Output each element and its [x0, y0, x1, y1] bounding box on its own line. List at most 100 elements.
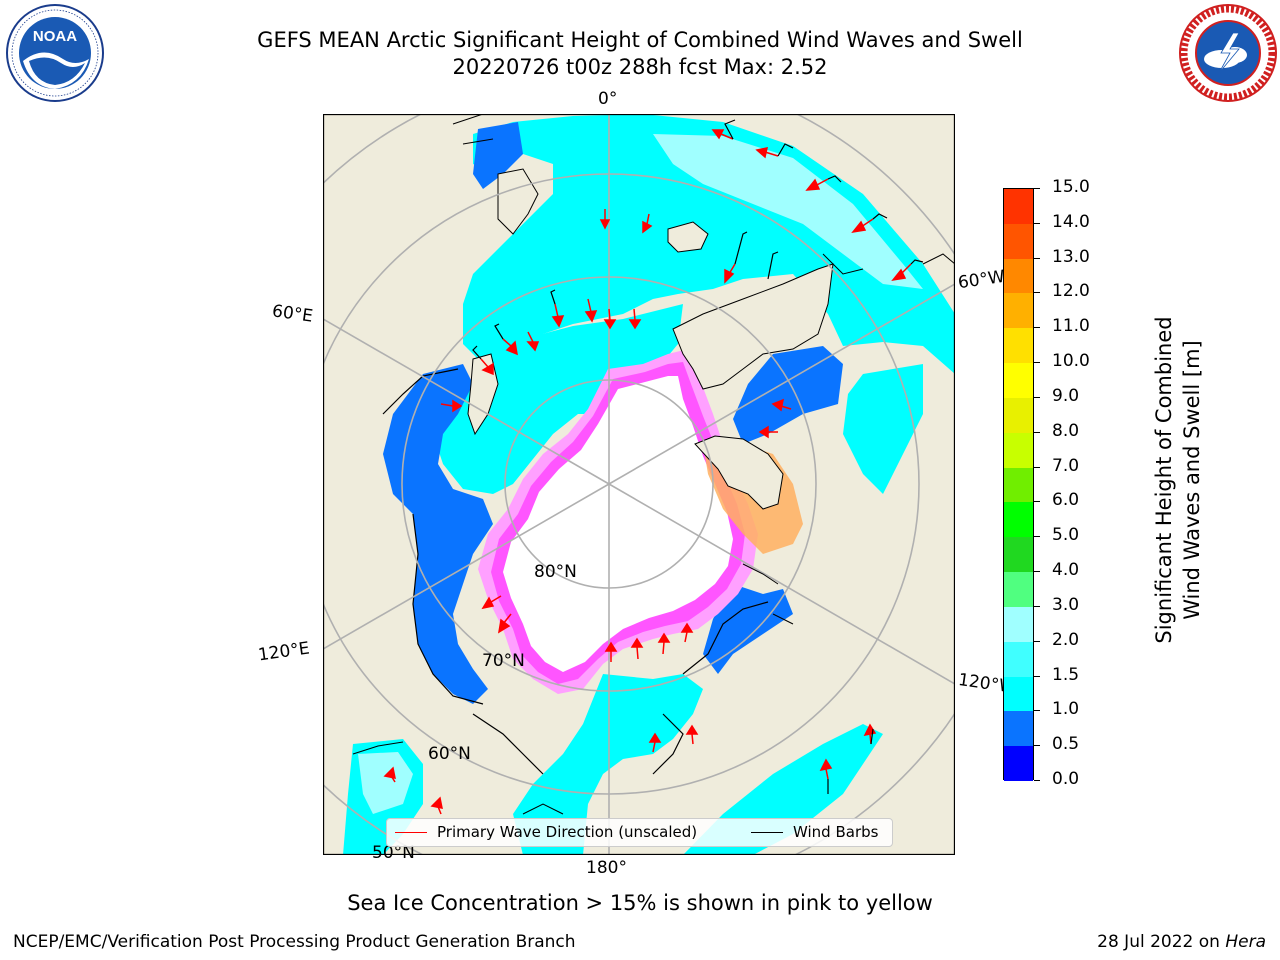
atlantic-light-patch [653, 134, 923, 289]
colorbar-segment [1004, 432, 1033, 468]
lon-label-60e: 60°E [270, 301, 315, 327]
colorbar-tick-label: 3.0 [1052, 594, 1080, 615]
white-sea [473, 122, 523, 189]
colorbar-tick-label: 10.0 [1052, 351, 1090, 372]
chukchi-bering-sea [513, 674, 703, 855]
colorbar-tick-label: 14.0 [1052, 211, 1090, 232]
colorbar-label-line1: Significant Height of Combined [1152, 316, 1176, 644]
colorbar-tick-mark [1034, 257, 1040, 259]
colorbar-segment [1004, 223, 1033, 259]
colorbar-segment [1004, 746, 1033, 781]
sea-ice-interior [503, 376, 733, 672]
hudson-sector [843, 364, 923, 494]
colorbar-segment [1004, 328, 1033, 364]
colorbar [1003, 188, 1034, 781]
colorbar-tick-label: 13.0 [1052, 246, 1090, 267]
svalbard-land [667, 221, 709, 253]
wave-direction-swatch [395, 832, 427, 833]
colorbar-segment [1004, 502, 1033, 538]
lon-label-0: 0° [598, 89, 618, 109]
colorbar-tick-mark [1034, 222, 1040, 224]
colorbar-tick-mark [1034, 362, 1040, 364]
colorbar-tick-label: 0.0 [1052, 769, 1080, 789]
novaya-zemlya-land [467, 353, 499, 436]
colorbar-tick-label: 4.0 [1052, 560, 1080, 581]
colorbar-tick-mark [1034, 605, 1040, 607]
colorbar-tick-mark [1034, 710, 1040, 712]
graticule [323, 114, 955, 855]
colorbar-tick-label: 6.0 [1052, 490, 1080, 511]
coastline-details [352, 114, 955, 815]
footer-host: Hera [1225, 932, 1266, 952]
colorbar-tick-label: 1.0 [1052, 699, 1080, 720]
lat-label-50n: 50°N [372, 843, 415, 863]
colorbar-tick-label: 1.5 [1052, 664, 1080, 685]
colorbar-tick-label: 0.5 [1052, 734, 1080, 755]
atlantic-sector-ocean [463, 114, 955, 374]
colorbar-tick-mark [1034, 571, 1040, 573]
colorbar-tick-mark [1034, 745, 1040, 747]
colorbar-label-line2: Wind Waves and Swell [m] [1180, 340, 1204, 620]
nws-logo-icon [1179, 4, 1277, 102]
canadian-archipelago-land [694, 435, 784, 510]
colorbar-tick-label: 8.0 [1052, 420, 1080, 441]
lon-label-180: 180° [586, 858, 627, 878]
colorbar-tick-label: 12.0 [1052, 281, 1090, 302]
colorbar-label: Significant Height of Combined Wind Wave… [1150, 300, 1210, 660]
colorbar-segment [1004, 397, 1033, 433]
colorbar-segment [1004, 641, 1033, 677]
siberian-shelf-deep [383, 364, 493, 704]
baffin-bay [733, 346, 843, 444]
colorbar-tick-mark [1034, 675, 1040, 677]
legend-wave-direction: Primary Wave Direction (unscaled) [437, 823, 698, 841]
colorbar-segment [1004, 711, 1033, 747]
kara-sea [433, 304, 683, 494]
colorbar-tick-mark [1034, 327, 1040, 329]
lat-label-60n: 60°N [428, 744, 471, 764]
colorbar-tick-mark [1034, 396, 1040, 398]
alaska-coastline [652, 601, 769, 775]
lon-label-60w: 60°W [956, 266, 1007, 294]
colorbar-segment [1004, 676, 1033, 712]
footer-date-text: 28 Jul 2022 on [1097, 932, 1226, 952]
colorbar-segment [1004, 258, 1033, 294]
wind-barbs [472, 119, 924, 794]
colorbar-tick-mark [1034, 640, 1040, 642]
noaa-logo-icon: NOAA [6, 4, 104, 102]
map-title: GEFS MEAN Arctic Significant Height of C… [257, 28, 1023, 52]
lat-label-80n: 80°N [534, 562, 577, 582]
colorbar-tick-label: 7.0 [1052, 455, 1080, 476]
colorbar-ticks: 0.0 0.5 1.0 1.5 2.0 3.0 4.0 5.0 6.0 7.0 8.0 9.0 10.0… [1034, 177, 1094, 789]
lat-label-70n: 70°N [482, 651, 525, 671]
colorbar-segment [1004, 606, 1033, 642]
map-subtitle: 20220726 t00z 288h fcst Max: 2.52 [452, 55, 828, 79]
colorbar-segment [1004, 189, 1033, 224]
sea-ice-note: Sea Ice Concentration > 15% is shown in … [347, 891, 933, 915]
lon-label-120e: 120°E [256, 638, 311, 666]
colorbar-tick-mark [1034, 536, 1040, 538]
colorbar-tick-mark [1034, 466, 1040, 468]
colorbar-tick-mark [1034, 780, 1040, 781]
colorbar-segment [1004, 537, 1033, 573]
map-frame [323, 114, 955, 855]
footer-branch: NCEP/EMC/Verification Post Processing Pr… [13, 932, 576, 952]
legend-wind-barbs: Wind Barbs [793, 823, 879, 841]
okhotsk-sea [358, 752, 413, 814]
colorbar-tick-mark [1034, 188, 1040, 189]
colorbar-tick-label: 2.0 [1052, 629, 1080, 650]
arctic-map [323, 114, 955, 855]
wave-direction-arrows [383, 129, 912, 815]
colorbar-tick-mark [1034, 501, 1040, 503]
colorbar-tick-mark [1034, 292, 1040, 294]
colorbar-tick-mark [1034, 431, 1040, 433]
footer-date: 28 Jul 2022 on Hera [1097, 932, 1266, 952]
colorbar-segment [1004, 363, 1033, 398]
colorbar-segment [1004, 467, 1033, 503]
colorbar-segment [1004, 293, 1033, 329]
svg-text:NOAA: NOAA [33, 28, 77, 45]
wind-barb-swatch [751, 832, 783, 833]
colorbar-tick-label: 5.0 [1052, 525, 1080, 546]
map-legend: Primary Wave Direction (unscaled) Wind B… [386, 818, 893, 847]
colorbar-tick-label: 9.0 [1052, 385, 1080, 406]
colorbar-tick-label: 11.0 [1052, 316, 1090, 337]
